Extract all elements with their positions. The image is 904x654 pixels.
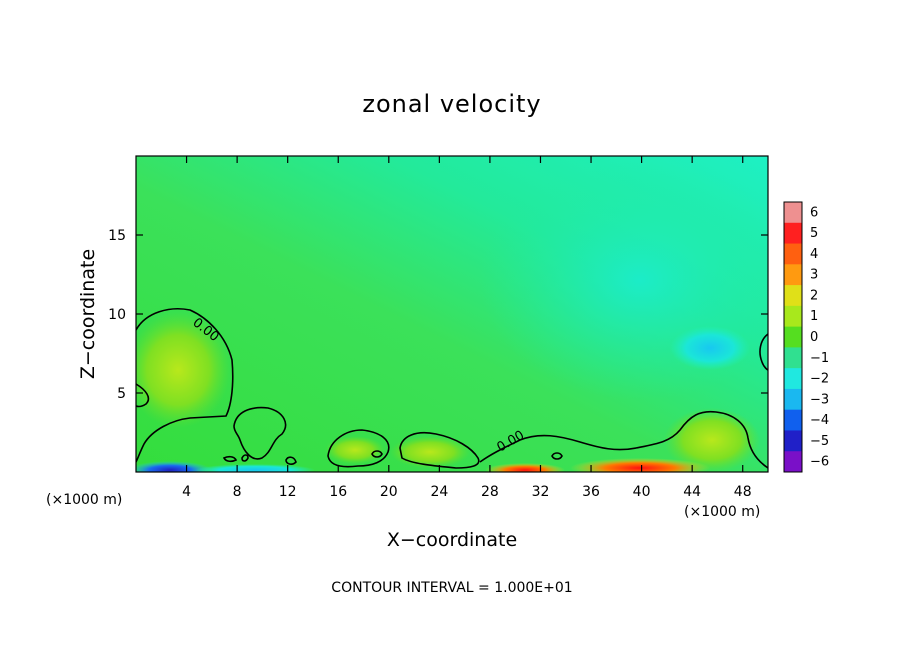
x-tick-label: 32 bbox=[532, 484, 550, 500]
x-axis-label: X−coordinate bbox=[387, 529, 517, 551]
surface-max-2 bbox=[485, 463, 565, 472]
positive-region-small bbox=[325, 436, 385, 464]
colorbar-label: 6 bbox=[810, 205, 818, 220]
contour-zero-left-bottom bbox=[136, 383, 150, 408]
contour-speck-1 bbox=[222, 455, 238, 463]
x-tick-label: 28 bbox=[481, 484, 499, 500]
x-tick-label: 36 bbox=[582, 484, 600, 500]
x-tick-label: 8 bbox=[233, 484, 242, 500]
y-tick-label: 15 bbox=[108, 228, 126, 244]
colorbar-label: −6 bbox=[810, 455, 829, 470]
positive-region-mid bbox=[390, 436, 470, 468]
surface-max-1 bbox=[570, 458, 710, 472]
x-unit-label-right: (×1000 m) bbox=[684, 504, 760, 520]
colorbar-label: 4 bbox=[810, 247, 818, 262]
x-tick-label: 24 bbox=[430, 484, 448, 500]
colorbar-label: 0 bbox=[810, 330, 818, 345]
y-tick-label: 10 bbox=[108, 307, 126, 323]
colorbar-label: −2 bbox=[810, 372, 829, 387]
colorbar-label: 5 bbox=[810, 226, 818, 241]
colorbar-swatch bbox=[784, 368, 802, 390]
contour-zero-left bbox=[136, 308, 234, 463]
positive-region-left bbox=[136, 312, 230, 428]
contour-speck-4 bbox=[551, 452, 563, 460]
colorbar-label: −5 bbox=[810, 434, 829, 449]
x-tick-label: 4 bbox=[182, 484, 191, 500]
colorbar-label: −4 bbox=[810, 413, 829, 428]
y-tick-label: 5 bbox=[117, 386, 126, 402]
teal-region bbox=[480, 160, 768, 400]
y-axis-label: Z−coordinate bbox=[77, 249, 99, 379]
colorbar-swatch bbox=[784, 285, 802, 307]
contour-lines bbox=[136, 308, 768, 469]
surface-min-2 bbox=[195, 464, 315, 472]
x-tick-label: 20 bbox=[380, 484, 398, 500]
x-tick-label: 16 bbox=[329, 484, 347, 500]
contour-right-edge bbox=[759, 333, 768, 371]
contour-interval-note: CONTOUR INTERVAL = 1.000E+01 bbox=[331, 580, 572, 596]
colorbar-label: 3 bbox=[810, 268, 818, 283]
colorbar-swatch bbox=[784, 451, 802, 473]
colorbar-swatch bbox=[784, 347, 802, 369]
surface-min bbox=[136, 461, 212, 472]
colorbar-swatch bbox=[784, 202, 802, 224]
contour-small-3 bbox=[399, 432, 480, 469]
y-axis: 5 10 15 bbox=[108, 228, 768, 402]
contour-small-2 bbox=[327, 429, 390, 468]
colorbar-swatch bbox=[784, 326, 802, 348]
colorbar-label: 1 bbox=[810, 309, 818, 324]
contour-small-1 bbox=[233, 406, 287, 460]
x-tick-label: 12 bbox=[279, 484, 297, 500]
negative-region bbox=[670, 326, 750, 370]
colorbar: 6 5 4 3 2 1 0 −1 −2 −3 −4 −5 −6 bbox=[783, 201, 829, 473]
colorbar-label: −3 bbox=[810, 392, 829, 407]
contour-zero-right bbox=[479, 410, 768, 469]
colorbar-swatch bbox=[784, 222, 802, 245]
contour-speck-3 bbox=[285, 456, 297, 465]
contour-speck-5 bbox=[371, 450, 383, 458]
chart-title: zonal velocity bbox=[362, 90, 541, 118]
colorbar-swatch bbox=[784, 305, 802, 328]
colorbar-swatch bbox=[784, 388, 802, 411]
contour-speck-2 bbox=[241, 454, 249, 462]
x-unit-label-left: (×1000 m) bbox=[46, 492, 122, 508]
colorbar-frame bbox=[783, 201, 803, 473]
x-axis: 4 8 12 16 20 24 28 32 36 40 44 48 bbox=[182, 156, 752, 500]
colorbar-swatch bbox=[784, 264, 802, 286]
x-tick-label: 48 bbox=[734, 484, 752, 500]
x-tick-label: 40 bbox=[633, 484, 651, 500]
x-tick-label: 44 bbox=[683, 484, 701, 500]
positive-region-right bbox=[664, 408, 760, 472]
colorbar-label: −1 bbox=[810, 351, 829, 366]
plot-area bbox=[136, 156, 768, 472]
colorbar-swatch bbox=[784, 430, 802, 452]
colorbar-label: 2 bbox=[810, 288, 818, 303]
colorbar-swatch bbox=[784, 243, 802, 265]
colorbar-swatch bbox=[784, 409, 802, 431]
